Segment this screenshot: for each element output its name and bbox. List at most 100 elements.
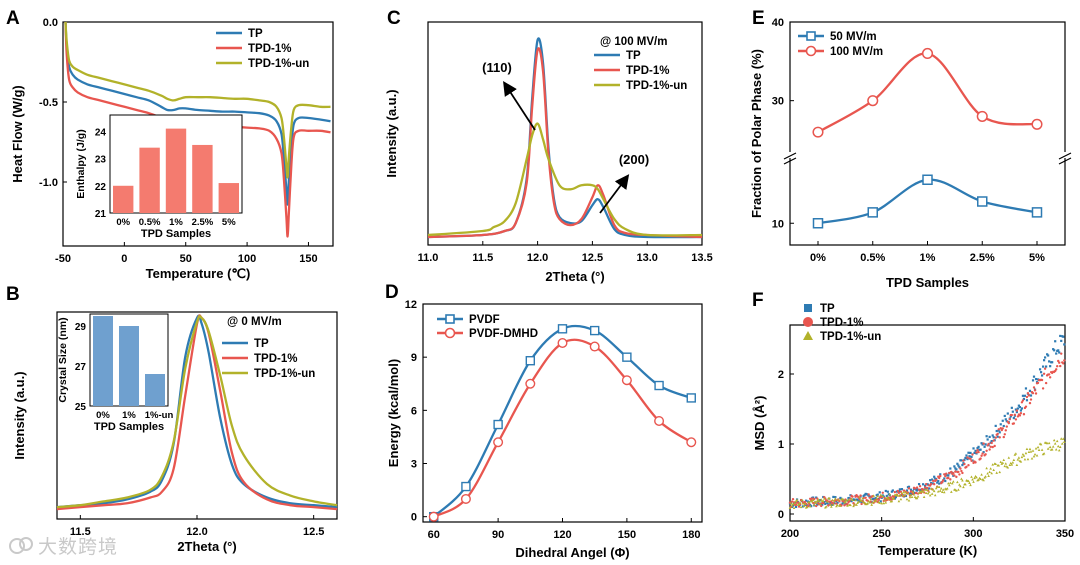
scatter-point bbox=[803, 502, 807, 505]
scatter-point bbox=[1023, 457, 1027, 461]
scatter-point bbox=[936, 490, 940, 493]
scatter-point bbox=[794, 505, 798, 509]
scatter-point bbox=[1034, 377, 1038, 381]
legend-f-2: TPD-1%-un bbox=[820, 331, 881, 343]
scatter-point bbox=[938, 476, 941, 480]
scatter-point bbox=[876, 494, 880, 498]
scatter-point bbox=[1022, 454, 1026, 457]
scatter-point bbox=[961, 471, 964, 475]
axis-break-mark bbox=[783, 152, 797, 160]
axis-break-mark bbox=[783, 157, 797, 165]
scatter-point bbox=[1023, 394, 1027, 397]
scatter-point bbox=[946, 487, 949, 490]
scatter-point bbox=[944, 474, 947, 478]
scatter-point bbox=[1003, 464, 1007, 468]
scatter-point bbox=[1009, 415, 1012, 418]
y-tick-label: 0.0 bbox=[43, 17, 58, 29]
scatter-point bbox=[853, 498, 856, 501]
scatter-point bbox=[955, 475, 958, 479]
legend-a-1: TPD-1% bbox=[248, 43, 291, 55]
y-tick-label: 3 bbox=[411, 459, 417, 471]
scatter-point bbox=[986, 472, 989, 475]
scatter-point bbox=[888, 493, 892, 496]
scatter-point bbox=[1058, 351, 1061, 354]
x-tick-label: 0.5% bbox=[860, 252, 885, 264]
scatter-point bbox=[959, 467, 962, 470]
scatter-point bbox=[839, 504, 842, 507]
scatter-point bbox=[938, 489, 942, 492]
scatter-point bbox=[1006, 412, 1009, 415]
scatter-point bbox=[957, 470, 960, 474]
scatter-point bbox=[1052, 348, 1055, 351]
scatter-point bbox=[1016, 407, 1019, 410]
series-line-2 bbox=[56, 315, 338, 509]
scatter-point bbox=[833, 499, 836, 503]
data-point bbox=[654, 380, 664, 391]
scatter-point bbox=[958, 473, 961, 476]
scatter-point bbox=[1016, 415, 1020, 418]
scatter-point bbox=[969, 451, 972, 455]
legend-e-b-0: 100 MV/m bbox=[830, 46, 883, 58]
y-tick-label: 30 bbox=[772, 96, 784, 108]
scatter-point bbox=[1063, 343, 1066, 346]
scatter-point bbox=[974, 449, 977, 452]
scatter-point bbox=[928, 487, 931, 490]
scatter-point bbox=[883, 496, 886, 500]
inset-x-tick-label: 1%-un bbox=[145, 410, 174, 421]
scatter-point bbox=[1045, 441, 1049, 445]
scatter-point bbox=[1021, 399, 1025, 402]
x-tick-label: 150 bbox=[299, 253, 317, 265]
scatter-point bbox=[971, 478, 974, 481]
scatter-point bbox=[977, 478, 980, 481]
legend-c-0: TP bbox=[626, 50, 641, 62]
x-tick-label: 2.5% bbox=[970, 252, 995, 264]
scatter-point bbox=[797, 505, 801, 508]
scatter-point bbox=[850, 500, 853, 503]
scatter-point bbox=[886, 490, 889, 493]
scatter-point bbox=[997, 464, 1001, 467]
scatter-point bbox=[868, 501, 871, 504]
y-tick-label: -0.5 bbox=[39, 97, 58, 109]
scatter-point bbox=[956, 462, 959, 465]
data-point bbox=[525, 356, 536, 366]
scatter-point bbox=[808, 504, 812, 508]
scatter-point bbox=[1002, 424, 1005, 428]
scatter-point bbox=[894, 496, 897, 499]
scatter-point bbox=[898, 493, 902, 497]
scatter-point bbox=[1003, 433, 1006, 436]
scatter-point bbox=[961, 463, 964, 467]
scatter-point bbox=[897, 491, 901, 495]
scatter-point bbox=[886, 495, 890, 499]
inset-x-tick-label: 5% bbox=[222, 217, 236, 228]
data-point bbox=[812, 218, 824, 229]
inset-y-label: Crystal Size (nm) bbox=[57, 317, 69, 402]
legend-marker bbox=[805, 45, 817, 57]
scatter-point bbox=[807, 500, 811, 504]
scatter-point bbox=[879, 500, 882, 503]
scatter-point bbox=[964, 482, 967, 486]
scatter-point bbox=[939, 474, 942, 478]
scatter-point bbox=[1059, 334, 1062, 338]
scatter-point bbox=[818, 502, 822, 506]
scatter-point bbox=[791, 502, 795, 506]
y-tick-label: 9 bbox=[411, 352, 417, 364]
scatter-point bbox=[929, 487, 933, 490]
scatter-point bbox=[933, 475, 936, 478]
scatter-point bbox=[990, 440, 993, 443]
scatter-point bbox=[1026, 391, 1030, 395]
scatter-point bbox=[927, 490, 931, 493]
scatter-point bbox=[1029, 398, 1033, 401]
scatter-point bbox=[933, 493, 937, 497]
scatter-point bbox=[949, 481, 952, 484]
scatter-point bbox=[844, 500, 847, 503]
scatter-point bbox=[929, 482, 933, 486]
scatter-point bbox=[1031, 449, 1035, 452]
scatter-point bbox=[1039, 443, 1043, 446]
scatter-point bbox=[1019, 460, 1023, 463]
scatter-point bbox=[1012, 422, 1016, 425]
scatter-point bbox=[1044, 356, 1047, 359]
scatter-point bbox=[1060, 352, 1063, 355]
scatter-point bbox=[883, 498, 887, 501]
scatter-point bbox=[1061, 437, 1065, 440]
scatter-point bbox=[831, 498, 834, 502]
